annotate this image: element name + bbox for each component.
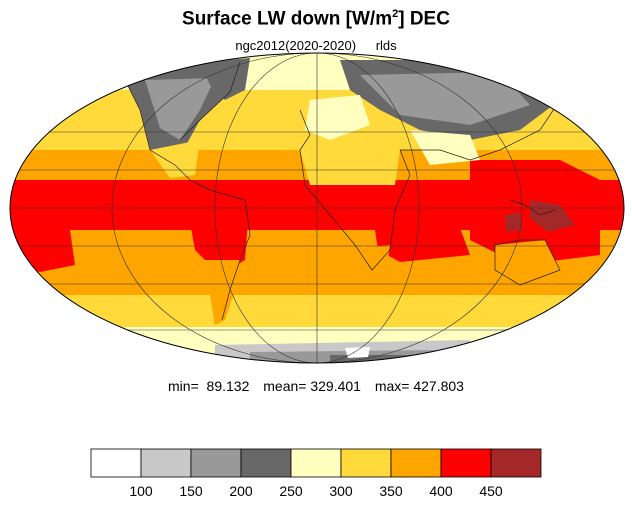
variable-label: rlds — [375, 38, 397, 53]
stat-min: min= 89.132 — [168, 378, 250, 394]
plot-title: Surface LW down [W/m2] DEC — [182, 8, 450, 30]
stats-line: min= 89.132 mean= 329.401 max= 427.803 — [0, 378, 632, 394]
experiment-label: ngc2012(2020-2020) — [235, 38, 357, 53]
colorbar-swatch-6 — [390, 448, 442, 478]
colorbar-label-450: 450 — [479, 483, 503, 499]
coastlines — [119, 61, 561, 321]
africa-north — [300, 150, 400, 185]
plot-subtitle: ngc2012(2020-2020) rlds — [0, 38, 632, 53]
indian-ocean-warm — [375, 228, 470, 262]
colorbar-label-300: 300 — [329, 483, 353, 499]
colorbar-label-400: 400 — [429, 483, 453, 499]
asia-south-light — [410, 130, 480, 165]
colorbar-swatch-5 — [340, 448, 392, 478]
antarctica-white — [345, 347, 370, 358]
australia — [495, 240, 560, 285]
colorbar-label-150: 150 — [179, 483, 203, 499]
colorbar-label-100: 100 — [129, 483, 153, 499]
colorbar-swatch-1 — [140, 448, 192, 478]
colorbar-swatch-7 — [440, 448, 492, 478]
colorbar-swatch-2 — [190, 448, 242, 478]
colorbar-swatch-8 — [490, 448, 542, 478]
africa-south — [340, 245, 390, 285]
colorbar-label-250: 250 — [279, 483, 303, 499]
graticule — [10, 53, 624, 363]
eurasia-mid — [360, 72, 530, 125]
stat-max: max= 427.803 — [374, 378, 464, 394]
south-america-warm — [185, 195, 250, 275]
colorbar-swatch-3 — [240, 448, 292, 478]
maritime-darkred-2 — [505, 212, 522, 232]
stat-mean: mean= 329.401 — [263, 378, 361, 394]
north-america-mid — [145, 78, 215, 140]
colorbar-swatch-0 — [90, 448, 142, 478]
colorbar-label-200: 200 — [229, 483, 253, 499]
europe-light — [305, 95, 370, 140]
globe-outline — [9, 52, 625, 364]
colorbar-label-350: 350 — [379, 483, 403, 499]
north-america-south — [150, 140, 200, 178]
south-america-south — [205, 260, 240, 325]
colorbar-swatch-4 — [290, 448, 342, 478]
world-map — [9, 52, 625, 364]
